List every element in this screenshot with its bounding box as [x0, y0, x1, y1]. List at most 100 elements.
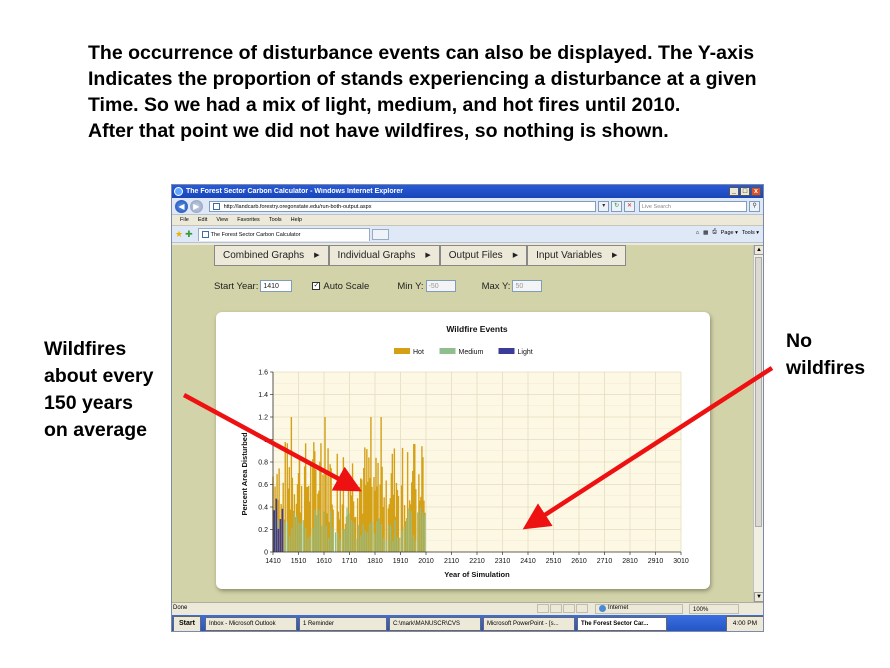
menu-edit[interactable]: Edit [197, 217, 208, 223]
start-button[interactable]: Start [173, 616, 201, 631]
print-icon[interactable]: ⎙ [712, 229, 717, 235]
legend-label: Medium [459, 349, 484, 356]
x-tick-label: 2410 [520, 558, 536, 565]
y-tick-label: 0.6 [258, 482, 268, 489]
x-tick-label: 1610 [316, 558, 332, 565]
add-favorites-icon[interactable]: ✚ [185, 228, 193, 239]
task-outlook[interactable]: Inbox - Microsoft Outlook [204, 617, 297, 631]
status-text: Done [173, 605, 188, 611]
status-segment [537, 604, 549, 613]
caret-right-icon: ▶ [612, 252, 618, 259]
output-files-menu[interactable]: Output Files ▶ [439, 245, 528, 266]
min-y-label: Min Y: [397, 280, 424, 292]
address-field[interactable]: http://landcarb.forestry.oregonstate.edu… [208, 200, 597, 212]
menu-favorites[interactable]: Favorites [237, 217, 260, 223]
slide-heading: The occurrence of disturbance events can… [88, 40, 868, 144]
tools-menu[interactable]: Tools ▾ [741, 229, 759, 236]
scroll-up-icon[interactable]: ▲ [754, 245, 763, 255]
menu-view[interactable]: View [216, 217, 229, 223]
max-y-label: Max Y: [481, 280, 511, 292]
zoom-control[interactable]: 100% [689, 603, 739, 614]
page-content: Combined Graphs ▶ Individual Graphs ▶ Outp… [172, 245, 754, 602]
legend-swatch [498, 348, 515, 354]
favorites-star-icon[interactable]: ★ [175, 228, 184, 239]
task-explorer-folder[interactable]: C:\mark\MANUSCR\CVS [388, 617, 481, 631]
refresh-icon[interactable]: ↻ [611, 200, 623, 212]
home-icon[interactable]: ⌂ [695, 229, 700, 236]
auto-scale-checkbox[interactable]: ✓ [312, 282, 321, 290]
back-button[interactable]: ◀ [175, 199, 188, 213]
page-menu[interactable]: Page ▾ [720, 229, 738, 236]
min-y-field[interactable]: -50 [425, 280, 456, 292]
scroll-thumb[interactable] [755, 257, 762, 527]
search-icon[interactable]: ⚲ [749, 200, 761, 212]
legend-swatch [394, 348, 410, 354]
x-tick-label: 2510 [546, 558, 562, 565]
feeds-icon[interactable]: ▩ [703, 229, 709, 236]
callout-line: No [786, 330, 812, 352]
max-y-field[interactable]: 50 [512, 280, 543, 292]
x-tick-label: 2010 [418, 558, 434, 565]
vertical-scrollbar[interactable]: ▲ ▼ [753, 245, 763, 602]
window-controls: _ □ x [729, 187, 761, 196]
y-tick-label: 0 [264, 550, 268, 557]
legend-swatch [439, 348, 456, 354]
system-tray-clock: 4:00 PM [725, 616, 763, 631]
stop-icon[interactable]: ✕ [624, 200, 635, 212]
new-tab-button[interactable] [371, 228, 389, 240]
caret-right-icon: ▶ [425, 252, 431, 259]
start-year-field[interactable]: 1410 [260, 280, 293, 292]
forward-button[interactable]: ▶ [189, 199, 203, 213]
scroll-down-icon[interactable]: ▼ [754, 592, 763, 602]
y-tick-label: 0.2 [258, 527, 268, 534]
task-powerpoint[interactable]: Microsoft PowerPoint - [s... [482, 617, 575, 631]
input-variables-menu[interactable]: Input Variables ▶ [527, 245, 627, 266]
menu-help[interactable]: Help [290, 217, 302, 223]
start-year-label: Start Year: [214, 280, 259, 292]
x-tick-label: 1710 [342, 558, 358, 565]
heading-line: Indicates the proportion of stands exper… [88, 68, 757, 90]
search-input[interactable]: Live Search [638, 200, 748, 212]
callout-line: about every [44, 365, 154, 387]
globe-icon [599, 605, 606, 612]
chart-title: Wildfire Events [446, 324, 508, 334]
x-tick-label: 2910 [648, 558, 664, 565]
legend-label: Hot [413, 349, 424, 356]
address-bar: ◀ ▶ http://landcarb.forestry.oregonstate… [172, 198, 763, 215]
maximize-button[interactable]: □ [740, 187, 750, 196]
callout-no-wildfires: No wildfires [786, 328, 865, 382]
title-bar[interactable]: The Forest Sector Carbon Calculator - Wi… [172, 185, 763, 198]
page-icon [212, 202, 220, 210]
tab-label: The Forest Sector Carbon Calculator [210, 231, 301, 238]
status-segment [576, 604, 588, 613]
minimize-button[interactable]: _ [729, 187, 739, 196]
y-tick-label: 0.8 [258, 460, 268, 467]
menu-label: Input Variables [536, 250, 603, 261]
app-menu-row: Combined Graphs ▶ Individual Graphs ▶ Outp… [214, 245, 627, 266]
task-internet-explorer[interactable]: The Forest Sector Car... [576, 617, 667, 631]
y-axis-label: Percent Area Disturbed [240, 432, 249, 516]
x-tick-label: 2210 [469, 558, 485, 565]
graph-controls: Start Year: 1410 ✓ Auto Scale Min Y: -50… [214, 280, 543, 292]
command-bar: ⌂ ▩ ⎙ Page ▾ Tools ▾ [696, 229, 759, 236]
menu-file[interactable]: File [180, 217, 189, 223]
callout-line: on average [44, 419, 147, 441]
window-title: The Forest Sector Carbon Calculator - Wi… [186, 188, 403, 195]
status-segment [550, 604, 562, 613]
tab-forest-carbon[interactable]: The Forest Sector Carbon Calculator [197, 227, 370, 241]
menu-label: Individual Graphs [337, 250, 416, 261]
combined-graphs-menu[interactable]: Combined Graphs ▶ [214, 245, 329, 266]
security-zone: Internet [595, 603, 683, 614]
auto-scale-label: Auto Scale [323, 280, 370, 292]
task-reminder[interactable]: 1 Reminder [298, 617, 387, 631]
individual-graphs-menu[interactable]: Individual Graphs ▶ [328, 245, 440, 266]
x-tick-label: 1910 [393, 558, 409, 565]
windows-taskbar: Start Inbox - Microsoft Outlook 1 Remind… [172, 615, 763, 631]
close-button[interactable]: x [751, 187, 761, 196]
address-dropdown-icon[interactable]: ▾ [598, 200, 610, 212]
y-tick-label: 0.4 [258, 505, 268, 512]
menu-tools[interactable]: Tools [268, 217, 282, 223]
x-tick-label: 2610 [571, 558, 587, 565]
